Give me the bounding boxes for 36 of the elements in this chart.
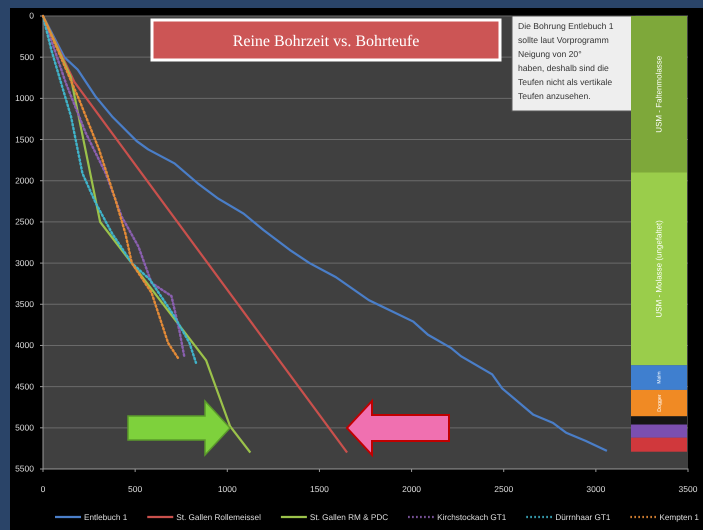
- bar: [631, 172, 687, 366]
- x-tick-label: 500: [128, 484, 143, 494]
- series-label: USM - Molasse (ungefaltet): [654, 220, 664, 318]
- legend-label: St. Gallen RM & PDC: [310, 513, 388, 522]
- y-tick-label: 0: [29, 10, 34, 21]
- x-tick-label: 1000: [218, 484, 238, 494]
- x-tick-label: 3500: [678, 484, 698, 494]
- legend-label: Kirchstockach GT1: [437, 513, 507, 522]
- annotation: Die Bohrung Entlebuch 1 sollte laut Vorprogramm Neigung von 20° haben, deshalb sind die Teufen nicht als vertikale Teufen anzusehen.: [518, 21, 614, 101]
- x-tick-label: 1500: [310, 484, 330, 494]
- y-tick-label: 3000: [15, 258, 34, 268]
- legend-label: Entlebuch 1: [84, 513, 128, 522]
- y-tick-label: 2000: [15, 175, 34, 186]
- legend-label: Kempten 1: [659, 513, 700, 522]
- y-tick-label: 5500: [15, 464, 34, 474]
- x-tick-label: 0: [40, 484, 46, 494]
- y-tick-label: 4500: [15, 381, 34, 392]
- bar: [631, 365, 687, 390]
- series-label: USM - Faltenmolasse: [654, 55, 664, 133]
- bar: [631, 424, 687, 438]
- y-tick-label: 5000: [15, 422, 34, 433]
- y-tick-label: 4000: [15, 340, 34, 350]
- y-tick-label: 500: [20, 52, 34, 62]
- text: Reine Bohrzeit vs. Bohrteufe: [232, 33, 420, 50]
- bar: [631, 416, 687, 425]
- legend-label: St. Gallen Rollemeissel: [176, 513, 262, 522]
- bar: [631, 390, 687, 416]
- y-tick-label: 2500: [15, 216, 34, 227]
- x-tick-label: 3000: [586, 484, 606, 494]
- x-tick-label: 2500: [494, 484, 514, 494]
- x-tick-label: 2000: [402, 484, 422, 494]
- y-tick-label: 3500: [15, 298, 34, 309]
- y-tick-label: 1500: [15, 134, 34, 144]
- legend-label: Dürrnhaar GT1: [555, 513, 611, 522]
- bar: [631, 438, 687, 452]
- y-tick-label: 1000: [15, 93, 34, 104]
